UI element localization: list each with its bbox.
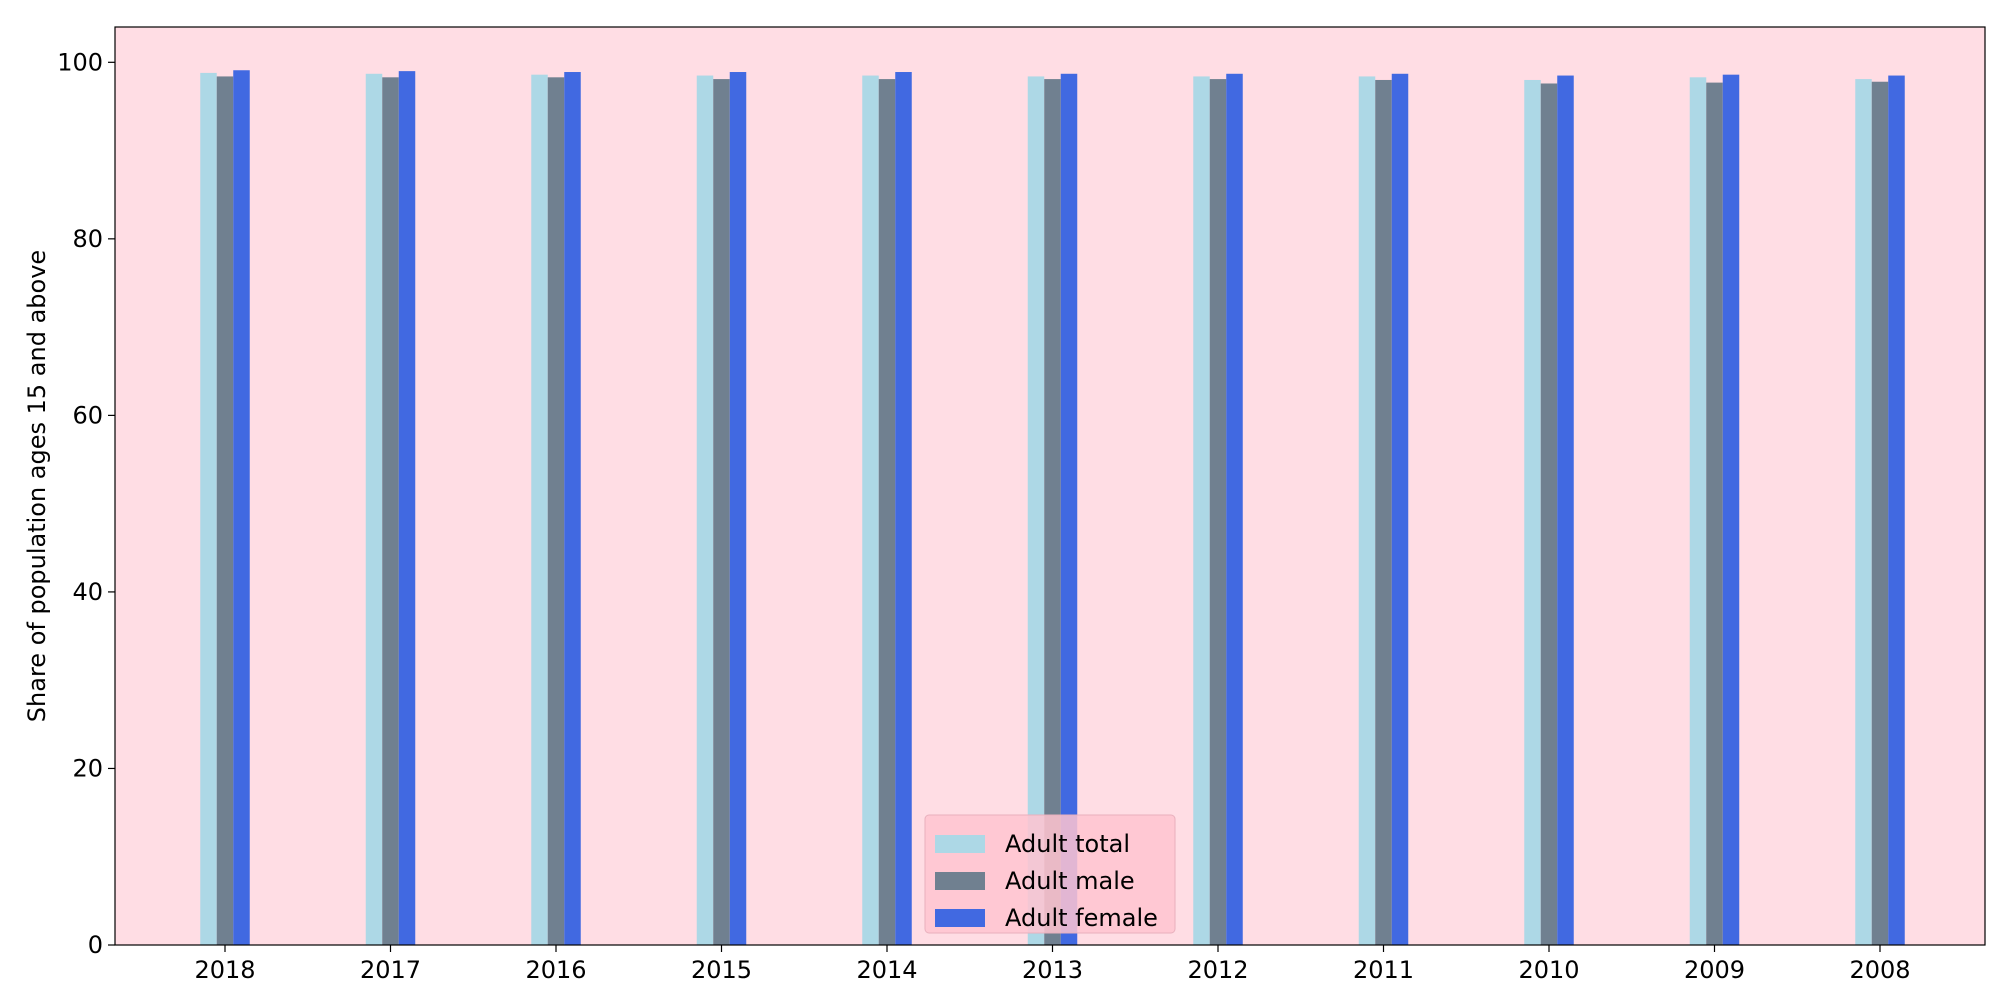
x-tick-label: 2013 — [1022, 956, 1083, 984]
bar-adult-total-2015 — [696, 75, 714, 946]
bar-adult-male-2018 — [216, 76, 234, 946]
x-tick-label: 2009 — [1684, 956, 1745, 984]
bar-adult-male-2013 — [1044, 79, 1061, 945]
y-axis: 0 20 40 60 80 100 — [57, 48, 115, 959]
bar-adult-female-2016 — [564, 72, 581, 945]
bar-adult-female-2013 — [1060, 73, 1078, 945]
bar-adult-total-2018 — [200, 72, 217, 945]
bar-adult-male-2016 — [547, 77, 565, 945]
x-tick-label: 2017 — [360, 956, 421, 984]
y-tick-label: 0 — [88, 931, 103, 959]
x-tick-label: 2015 — [691, 956, 752, 984]
legend-label: Adult female — [1005, 904, 1158, 932]
x-tick-label: 2012 — [1187, 956, 1248, 984]
bar-adult-male-2008 — [1871, 81, 1889, 946]
y-tick-label: 20 — [72, 754, 103, 782]
bar-adult-female-2017 — [398, 71, 416, 945]
x-tick-label: 2014 — [856, 956, 917, 984]
x-tick-label: 2018 — [194, 956, 255, 984]
legend-box — [924, 814, 1176, 934]
bar-adult-male-2011 — [1375, 79, 1392, 945]
bar-adult-female-2015 — [729, 72, 747, 945]
bar-adult-total-2012 — [1193, 76, 1210, 946]
bar-adult-male-2017 — [382, 77, 399, 945]
bar-adult-female-2012 — [1226, 73, 1243, 945]
y-tick-label: 60 — [72, 401, 103, 429]
legend-label: Adult total — [1005, 830, 1130, 858]
x-axis: 2018 2017 2016 2015 2014 2013 2012 2011 2010 2009… — [194, 945, 1911, 984]
bar-adult-female-2011 — [1391, 73, 1409, 945]
x-tick-label: 2016 — [525, 956, 586, 984]
bar-adult-female-2010 — [1557, 75, 1574, 946]
bar-adult-total-2011 — [1358, 76, 1376, 946]
bar-adult-total-2016 — [531, 74, 548, 946]
x-tick-label: 2011 — [1353, 956, 1414, 984]
bar-adult-female-2014 — [895, 72, 912, 945]
bar-adult-total-2010 — [1524, 79, 1541, 945]
legend-swatch — [935, 835, 985, 853]
legend-label: Adult male — [1005, 867, 1135, 895]
bar-adult-total-2009 — [1689, 77, 1707, 945]
y-tick-label: 40 — [72, 578, 103, 606]
bar-adult-total-2008 — [1855, 79, 1872, 945]
bars — [200, 70, 1905, 946]
x-tick-label: 2010 — [1518, 956, 1579, 984]
bar-adult-female-2018 — [233, 70, 250, 945]
legend: Adult total Adult male Adult female — [924, 814, 1176, 934]
bar-adult-male-2012 — [1209, 79, 1227, 945]
y-tick-label: 100 — [57, 48, 103, 76]
y-axis-label: Share of population ages 15 and above — [23, 250, 51, 722]
y-tick-label: 80 — [72, 225, 103, 253]
bar-adult-male-2015 — [713, 79, 730, 945]
bar-adult-male-2009 — [1706, 82, 1723, 946]
bar-adult-male-2010 — [1540, 83, 1558, 946]
bar-adult-male-2014 — [878, 79, 896, 945]
bar-adult-total-2014 — [862, 75, 879, 946]
x-tick-label: 2008 — [1849, 956, 1910, 984]
plot-frame — [114, 26, 1986, 946]
legend-swatch — [935, 909, 985, 927]
bar-adult-total-2013 — [1027, 76, 1045, 946]
legend-swatch — [935, 872, 985, 890]
bar-adult-total-2017 — [365, 73, 383, 945]
bar-adult-female-2008 — [1888, 75, 1905, 946]
bar-adult-female-2009 — [1722, 74, 1740, 946]
